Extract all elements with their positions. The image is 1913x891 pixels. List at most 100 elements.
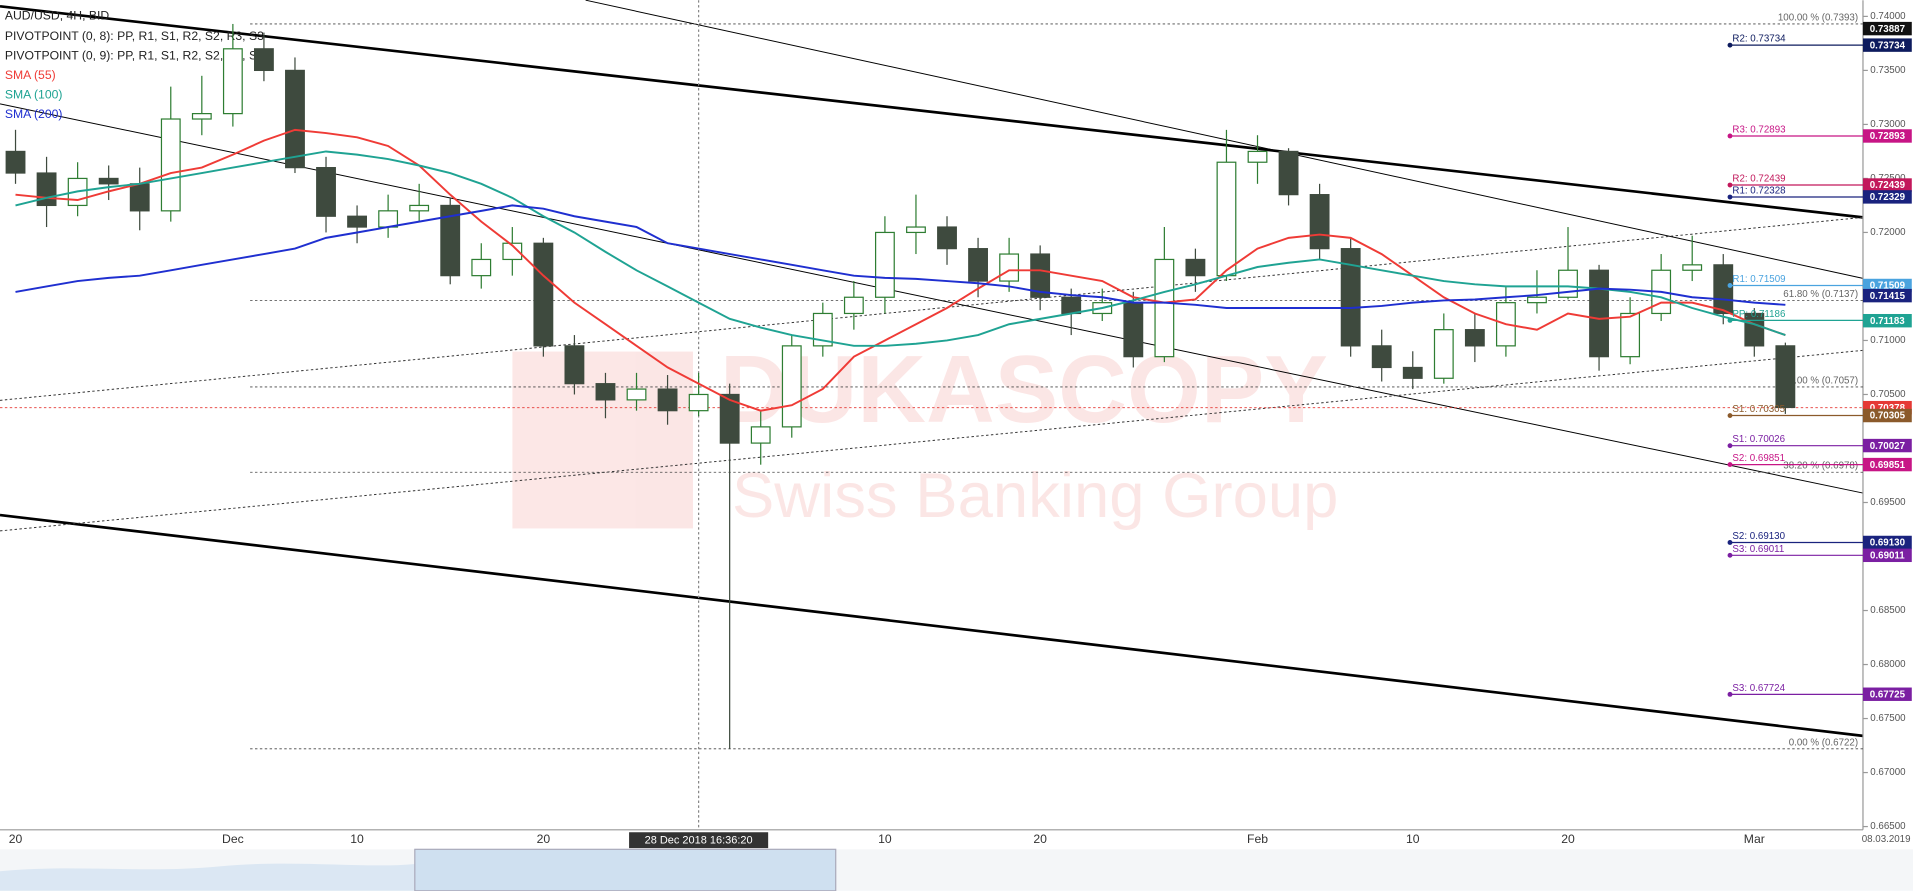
pivot-label: S2: 0.69851 <box>1732 453 1785 464</box>
price-label: 0.69011 <box>1870 551 1905 562</box>
pivot-dot <box>1727 42 1733 48</box>
pivot-dot <box>1727 317 1733 323</box>
candle-body <box>1278 150 1299 196</box>
price-label-box <box>1862 278 1912 293</box>
candle-body <box>968 248 988 282</box>
price-label: 0.71183 <box>1870 316 1905 327</box>
trend-line <box>0 4 1864 219</box>
price-label: 0.73734 <box>1870 40 1906 51</box>
pivot-dot <box>1727 691 1733 697</box>
price-label: 0.71415 <box>1870 291 1906 302</box>
y-tick-label: 0.68000 <box>1870 659 1906 670</box>
price-label-box <box>1862 38 1912 52</box>
candle-body <box>502 242 523 261</box>
pivot-dot <box>1727 443 1733 449</box>
x-tick-label: Mar <box>1744 832 1765 846</box>
price-label: 0.72329 <box>1870 192 1906 203</box>
pivot-label: R1: 0.72328 <box>1732 185 1785 196</box>
price-label-box <box>1862 21 1912 36</box>
price-label-box <box>1862 288 1912 303</box>
candle-body <box>1371 345 1392 369</box>
x-tick-label: 20 <box>1561 832 1575 846</box>
candle-body <box>316 167 336 217</box>
legend: AUD/USD, 4H, BID PIVOTPOINT (0, 8): PP, … <box>5 8 264 121</box>
candle-body <box>937 226 957 250</box>
x-tick-label: 20 <box>1033 832 1047 846</box>
date-label: 08.03.2019 <box>1862 834 1911 845</box>
pivot-dot <box>1727 540 1733 545</box>
watermark-brand: DUKASCOPY <box>720 337 1328 443</box>
pivot-dot <box>1727 182 1733 188</box>
candle-body <box>1030 253 1051 298</box>
price-label: 0.69851 <box>1870 460 1906 471</box>
y-tick-label: 0.68500 <box>1870 605 1906 616</box>
watermark-logo <box>512 351 693 529</box>
candle-body <box>1154 258 1175 358</box>
trend-lines <box>0 0 1864 738</box>
fib-label: 100.00 % (0.7393) <box>1778 12 1858 23</box>
candle-body <box>129 183 150 212</box>
y-tick-label: 0.71000 <box>1870 335 1906 346</box>
indicator-label: PIVOTPOINT (0, 9): PP, R1, S1, R2, S2, R… <box>5 49 264 63</box>
fib-label: 0.00 % (0.6722) <box>1789 737 1858 748</box>
pivot-label: PP: 0.71186 <box>1732 309 1785 320</box>
candle-body <box>1247 150 1268 163</box>
pivot-label: S3: 0.69011 <box>1732 544 1784 555</box>
candle-body <box>564 345 585 385</box>
pivot-dot <box>1727 194 1733 200</box>
navigator-window[interactable] <box>414 848 837 891</box>
x-tick-label: Feb <box>1247 832 1268 846</box>
x-tick-label: 10 <box>1406 832 1420 846</box>
candle-body <box>626 388 647 401</box>
candle-body <box>1185 258 1206 277</box>
candle-body <box>285 69 305 169</box>
candle-body <box>36 172 57 207</box>
price-label: 0.70378 <box>1870 403 1906 414</box>
legend-entry: SMA (200) <box>5 107 63 121</box>
price-label: 0.73887 <box>1870 24 1905 35</box>
y-tick-label: 0.73500 <box>1870 65 1906 76</box>
pivot-label: S1: 0.70305 <box>1732 404 1785 415</box>
candle-body <box>1682 264 1703 271</box>
fib-label: 50.00 % (0.7057) <box>1783 375 1858 386</box>
y-tick-label: 0.74000 <box>1870 11 1906 22</box>
pivot-label: R2: 0.72439 <box>1732 173 1785 184</box>
x-tick-label: 20 <box>537 832 551 846</box>
watermark: DUKASCOPY Swiss Banking Group <box>512 337 1338 531</box>
trend-line <box>0 103 1864 494</box>
candle-body <box>750 426 771 444</box>
pivot-label: R3: 0.72893 <box>1732 124 1785 135</box>
y-tick-label: 0.67000 <box>1870 767 1906 778</box>
candle-body <box>1713 264 1734 315</box>
candle-body <box>1775 345 1796 409</box>
price-label: 0.67725 <box>1870 689 1906 700</box>
candle-body <box>843 296 864 315</box>
candle-body <box>471 258 492 277</box>
price-label-box <box>1862 129 1912 143</box>
legend-entry: SMA (100) <box>5 88 63 102</box>
price-label-box <box>1862 438 1912 453</box>
candle-body <box>874 231 895 298</box>
candle-body <box>98 177 119 185</box>
candle-body <box>222 48 243 115</box>
candle-body <box>1527 296 1547 304</box>
y-tick-label: 0.72000 <box>1870 227 1906 238</box>
symbol-title: AUD/USD, 4H, BID <box>5 8 109 22</box>
watermark-tagline: Swiss Banking Group <box>732 461 1338 531</box>
candle-body <box>5 150 26 174</box>
price-label-box <box>1862 457 1912 472</box>
trend-line <box>0 513 1864 738</box>
indicator-label: PIVOTPOINT (0, 8): PP, R1, S1, R2, S2, R… <box>5 29 264 43</box>
x-tick-label: 10 <box>878 832 892 846</box>
pivot-dot <box>1727 552 1733 558</box>
candle-body <box>160 118 181 212</box>
candle-body <box>1589 269 1609 358</box>
price-label: 0.72893 <box>1870 131 1906 142</box>
candle-body <box>1340 248 1361 347</box>
pivot-label: S1: 0.70026 <box>1732 434 1785 445</box>
candle-body <box>812 312 833 347</box>
crosshair-label-box <box>629 832 769 849</box>
candle-body <box>1061 296 1082 315</box>
